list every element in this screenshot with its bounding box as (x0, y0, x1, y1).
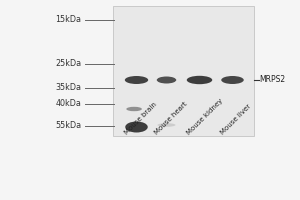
Ellipse shape (158, 123, 175, 127)
FancyBboxPatch shape (112, 6, 254, 136)
Text: 40kDa: 40kDa (55, 99, 81, 108)
Text: 25kDa: 25kDa (55, 60, 81, 68)
Ellipse shape (126, 107, 142, 111)
Text: 35kDa: 35kDa (55, 83, 81, 92)
Text: 55kDa: 55kDa (55, 121, 81, 130)
Text: Mouse liver: Mouse liver (219, 103, 252, 136)
Ellipse shape (125, 121, 148, 132)
Ellipse shape (187, 76, 212, 84)
Text: 15kDa: 15kDa (55, 16, 81, 24)
Ellipse shape (221, 76, 244, 84)
Text: Mouse brain: Mouse brain (123, 101, 158, 136)
Text: Mouse heart: Mouse heart (153, 101, 188, 136)
Text: MRPS2: MRPS2 (260, 75, 286, 84)
Ellipse shape (157, 76, 176, 84)
Text: Mouse kidney: Mouse kidney (186, 98, 225, 136)
Ellipse shape (125, 76, 148, 84)
